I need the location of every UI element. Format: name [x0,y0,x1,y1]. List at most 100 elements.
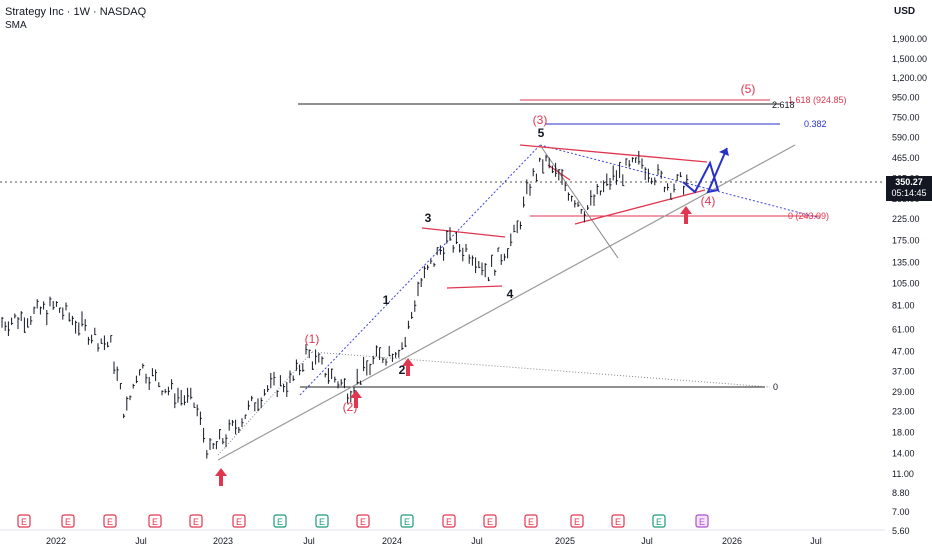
y-tick-label: 29.00 [892,387,915,397]
y-tick-label: 225.00 [892,214,920,224]
y-tick-label: 23.00 [892,407,915,417]
earnings-marker[interactable] [189,514,203,528]
y-tick-label: 18.00 [892,427,915,437]
earnings-letter: E [152,517,158,527]
earnings-letter: E [21,517,27,527]
price-countdown: 05:14:45 [891,188,927,198]
earnings-marker[interactable] [232,514,246,528]
red-line-4a [519,144,708,163]
y-tick-label: 465.00 [892,153,920,163]
earnings-marker[interactable] [442,514,456,528]
projected-path [682,147,728,194]
y-tick-label: 175.00 [892,235,920,245]
earnings-letter: E [487,517,493,527]
y-tick-label: 135.00 [892,257,920,267]
wave-label-1: (1) [305,332,320,346]
earnings-letter: E [236,517,242,527]
wave-label-5: (5) [741,82,756,96]
earnings-letter: E [319,517,325,527]
y-tick-label: 5.60 [892,526,910,536]
earnings-letter: E [446,517,452,527]
x-tick-label: Jul [303,536,315,546]
fib-label-0: 0 [773,382,778,392]
earnings-marker[interactable] [524,514,538,528]
arrows [215,206,692,486]
subwave-label-5: 5 [538,126,545,140]
x-tick-label: Jul [135,536,147,546]
y-tick-label: 47.00 [892,346,915,356]
trendline-dotted [311,351,771,388]
fib-label-2618: 2.618 [772,100,795,110]
earnings-marker[interactable] [652,514,666,528]
earnings-marker[interactable] [61,514,75,528]
earnings-letter: E [528,517,534,527]
earnings-marker[interactable] [17,514,31,528]
trendline-wave1 [217,351,313,456]
earnings-marker[interactable] [315,514,329,528]
red-line-3a [421,227,506,238]
earnings-marker[interactable] [695,514,709,528]
earnings-letter: E [360,517,366,527]
x-tick-label: Jul [471,536,483,546]
currency-label[interactable]: USD [894,6,916,17]
x-tick-label: Jul [641,536,653,546]
y-axis: 1,900.00 1,500.00 1,200.00 950.00 750.00 590.… [892,34,927,536]
y-tick-label: 1,900.00 [892,34,927,44]
candles [1,150,689,459]
gray-diagonal [539,144,619,259]
y-tick-label: 105.00 [892,278,920,288]
earnings-marker[interactable] [148,514,162,528]
x-tick-label: 2024 [382,536,402,546]
y-tick-label: 590.00 [892,133,920,143]
wave-label-2: (2) [343,400,358,414]
x-tick-label: 2022 [46,536,66,546]
blue-dotted-channel [299,144,541,396]
chart-title: Strategy Inc · 1W · NASDAQ [5,6,147,18]
earnings-letter: E [107,517,113,527]
earnings-letter: E [277,517,283,527]
fib-label-0-red: 0 (243.09) [788,211,829,221]
earnings-letter: E [404,517,410,527]
subwave-label-3: 3 [425,211,432,225]
earnings-letter: E [193,517,199,527]
y-tick-label: 1,500.00 [892,54,927,64]
y-tick-label: 750.00 [892,112,920,122]
earnings-marker[interactable] [273,514,287,528]
red-line-3b [446,285,503,289]
earnings-marker[interactable] [103,514,117,528]
earnings-letter: E [615,517,621,527]
earnings-letter: E [65,517,71,527]
y-tick-label: 7.00 [892,507,910,517]
y-tick-label: 37.00 [892,367,915,377]
red-line-4b [574,189,706,225]
wave-label-4: (4) [701,194,716,208]
y-tick-label: 950.00 [892,93,920,103]
x-tick-label: 2023 [213,536,233,546]
earnings-marker[interactable] [611,514,625,528]
y-tick-label: 11.00 [892,469,914,479]
y-tick-label: 81.00 [892,300,915,310]
earnings-marker[interactable] [400,514,414,528]
projection-arrow-head [719,148,729,156]
fib-label-1618: 1.618 (924.85) [788,95,847,105]
wave-label-3: (3) [533,113,548,127]
trendline-major [217,144,796,461]
subwave-label-1: 1 [383,293,390,307]
y-tick-label: 1,200.00 [892,73,927,83]
arrow-up-icon [680,206,692,224]
earnings-marker[interactable] [483,514,497,528]
earnings-marker[interactable] [356,514,370,528]
subwave-label-4: 4 [507,287,514,301]
indicator-label: SMA [5,20,27,31]
subwave-label-2: 2 [399,363,406,377]
fib-label-0382: 0.382 [804,119,827,129]
price-value: 350.27 [895,177,923,187]
y-tick-label: 8.80 [892,488,910,498]
arrow-up-icon [402,358,414,376]
earnings-marker[interactable] [570,514,584,528]
y-tick-label: 14.00 [892,449,915,459]
x-tick-label: Jul [810,536,822,546]
arrow-up-icon [350,390,362,408]
